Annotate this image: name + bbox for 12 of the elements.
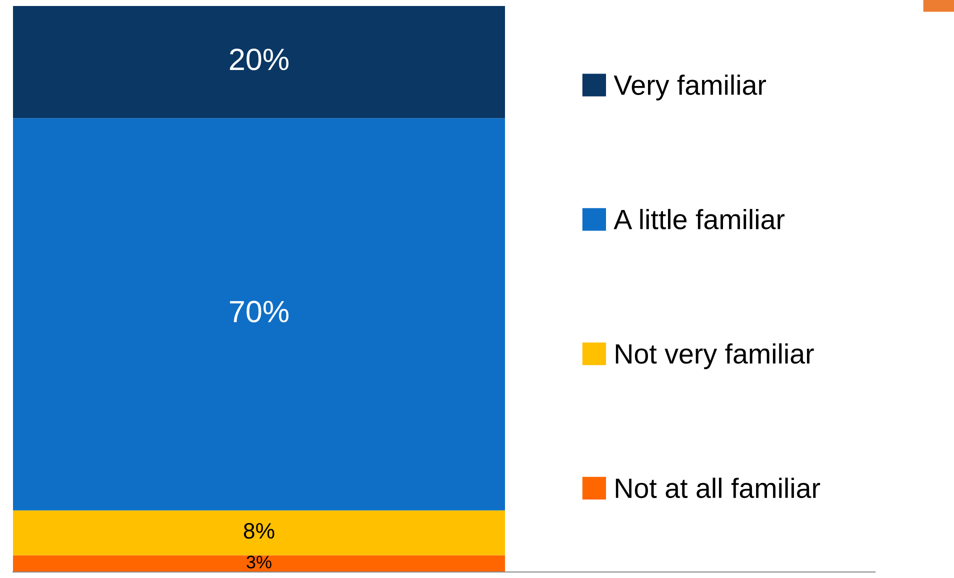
bar [13, 555, 505, 572]
legend-label: Not very familiar [616, 343, 814, 370]
bar [13, 510, 505, 556]
legend-label: Not at all familiar [616, 478, 820, 498]
data-label: 3% [246, 556, 272, 568]
data-label: 70% [230, 300, 288, 322]
legend-label: Very familiar [614, 74, 766, 100]
legend-label: A little familiar [614, 208, 785, 230]
bar [13, 118, 505, 510]
data-label: 8% [244, 523, 274, 539]
bar [13, 6, 505, 118]
data-label: 20% [230, 48, 288, 70]
